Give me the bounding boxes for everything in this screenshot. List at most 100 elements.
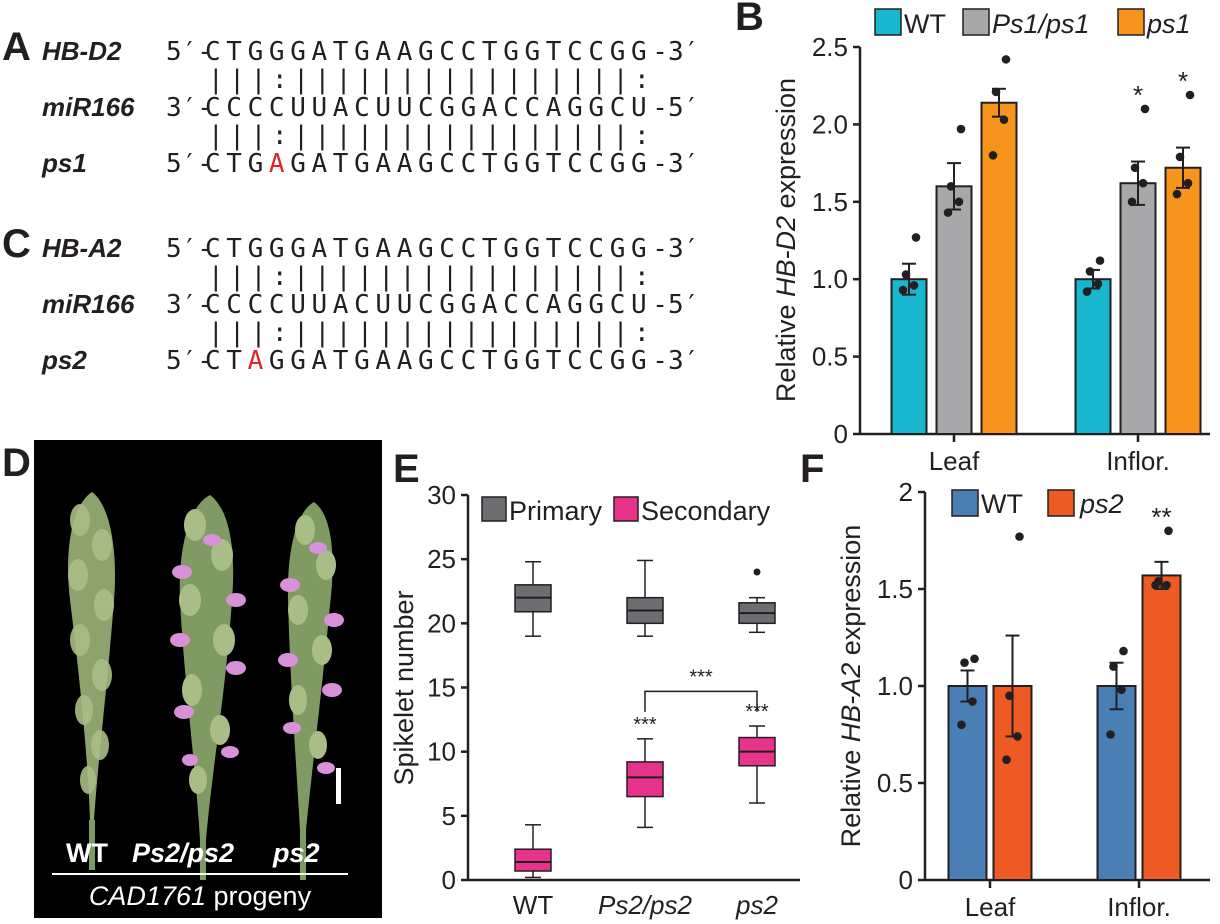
data-point xyxy=(1172,189,1182,199)
nucleotide: C xyxy=(461,149,477,179)
legend-swatch-wt xyxy=(874,8,902,36)
data-point xyxy=(1109,662,1118,671)
pair-mark: | xyxy=(421,65,437,95)
nucleotide: C xyxy=(525,290,541,320)
nucleotide: T xyxy=(546,149,562,179)
nucleotide: T xyxy=(333,346,349,376)
prime-label: -3′ xyxy=(652,149,699,179)
nucleotide: C xyxy=(461,346,477,376)
panel-label-f: F xyxy=(800,447,824,491)
panel-label-a: A xyxy=(2,25,31,69)
pair-mark: | xyxy=(357,262,373,292)
spike-ps2-het xyxy=(170,495,246,880)
nucleotide: G xyxy=(269,346,285,376)
nucleotide: G xyxy=(503,346,519,376)
nucleotide: T xyxy=(482,234,498,264)
pair-mark: | xyxy=(528,65,544,95)
nucleotide: U xyxy=(397,290,413,320)
pair-mark: | xyxy=(378,121,394,151)
nucleotide: T xyxy=(226,346,242,376)
pair-mark: | xyxy=(613,65,629,95)
pair-mark: | xyxy=(528,262,544,292)
gene-name-hb-d2: HB-D2 xyxy=(42,36,122,66)
legend-label-secondary: Secondary xyxy=(641,496,771,526)
nucleotide: C xyxy=(205,149,221,179)
nucleotide: G xyxy=(525,149,541,179)
pair-mark: | xyxy=(315,318,331,348)
progeny-caption: CAD1761 progeny xyxy=(89,881,312,911)
prime-label: -3′ xyxy=(652,234,699,264)
nucleotide: C xyxy=(588,149,604,179)
nucleotide: T xyxy=(482,346,498,376)
data-point xyxy=(1127,197,1137,207)
pair-mark: | xyxy=(378,318,394,348)
nucleotide: C xyxy=(567,346,583,376)
nucleotide: A xyxy=(312,234,328,264)
pair-mark: : xyxy=(634,65,650,95)
nucleotide: C xyxy=(269,290,285,320)
y-tick-label: 0.5 xyxy=(812,342,848,372)
pair-mark: | xyxy=(485,318,501,348)
legend-label-wt: WT xyxy=(981,489,1023,519)
bar xyxy=(1141,574,1182,881)
panel-c-alignment: HB-A2 miR166 ps2 5′-C T G G G A T G A A G C C T G G T C C G… xyxy=(41,233,699,376)
nucleotide: U xyxy=(290,290,306,320)
pair-mark: | xyxy=(591,65,607,95)
y-tick-label: 2.5 xyxy=(812,32,848,62)
nucleotide: G xyxy=(567,290,583,320)
y-tick-label: 2 xyxy=(899,477,913,507)
panel-d-spike-photo: WT Ps2/ps2 ps2 CAD1761 progeny xyxy=(34,440,382,918)
nucleotide: C xyxy=(354,93,370,123)
nucleotide: T xyxy=(333,37,349,67)
nucleotide: G xyxy=(248,149,264,179)
nucleotide: T xyxy=(546,346,562,376)
nucleotide: A xyxy=(546,290,562,320)
data-point xyxy=(1164,526,1173,536)
pair-mark: | xyxy=(400,262,416,292)
nucleotide: U xyxy=(397,93,413,123)
nucleotide: C xyxy=(205,346,221,376)
pair-mark: | xyxy=(336,262,352,292)
data-point xyxy=(960,658,969,668)
bar xyxy=(1096,685,1137,881)
nucleotide: G xyxy=(269,234,285,264)
pair-mark: : xyxy=(272,121,288,151)
data-point xyxy=(954,197,964,207)
prime-label: -5′ xyxy=(652,290,699,320)
nucleotide: G xyxy=(418,149,434,179)
pair-mark: | xyxy=(591,121,607,151)
nucleotide: G xyxy=(461,290,477,320)
y-tick-label: 1.5 xyxy=(877,574,913,604)
prime-label: 5′- xyxy=(166,346,213,376)
nucleotide: G xyxy=(439,93,455,123)
nucleotide: A xyxy=(248,346,264,376)
data-point xyxy=(1085,267,1095,276)
base-pairing: | | |: | | | | | | | | | | | | | | | |: xyxy=(208,65,650,95)
legend-label-ps1-het: Ps1/ps1 xyxy=(992,9,1090,39)
pair-mark: | xyxy=(336,65,352,95)
nucleotide: T xyxy=(546,37,562,67)
nucleotide: G xyxy=(354,149,370,179)
nucleotide: G xyxy=(290,37,306,67)
nucleotide: C xyxy=(610,290,626,320)
nucleotide: G xyxy=(588,93,604,123)
data-point xyxy=(1095,256,1105,265)
pair-mark: | xyxy=(549,262,565,292)
nucleotide: U xyxy=(375,93,391,123)
nucleotide: U xyxy=(312,290,328,320)
x-tick-label: Inflor. xyxy=(1107,892,1171,922)
pair-mark: | xyxy=(506,121,522,151)
prime-label: 3′- xyxy=(166,290,213,320)
nucleotide: A xyxy=(269,149,285,179)
nucleotide: G xyxy=(610,346,626,376)
nucleotide: G xyxy=(248,234,264,264)
pair-mark: | xyxy=(549,65,565,95)
pair-mark: | xyxy=(421,121,437,151)
panel-a-alignment: HB-D2 miR166 ps1 5′-C T G G G A T G A A G C C T G G T C C G… xyxy=(41,36,699,179)
pair-mark: | xyxy=(613,318,629,348)
nucleotide: T xyxy=(482,149,498,179)
nucleotide: U xyxy=(312,93,328,123)
data-point xyxy=(1002,755,1011,765)
